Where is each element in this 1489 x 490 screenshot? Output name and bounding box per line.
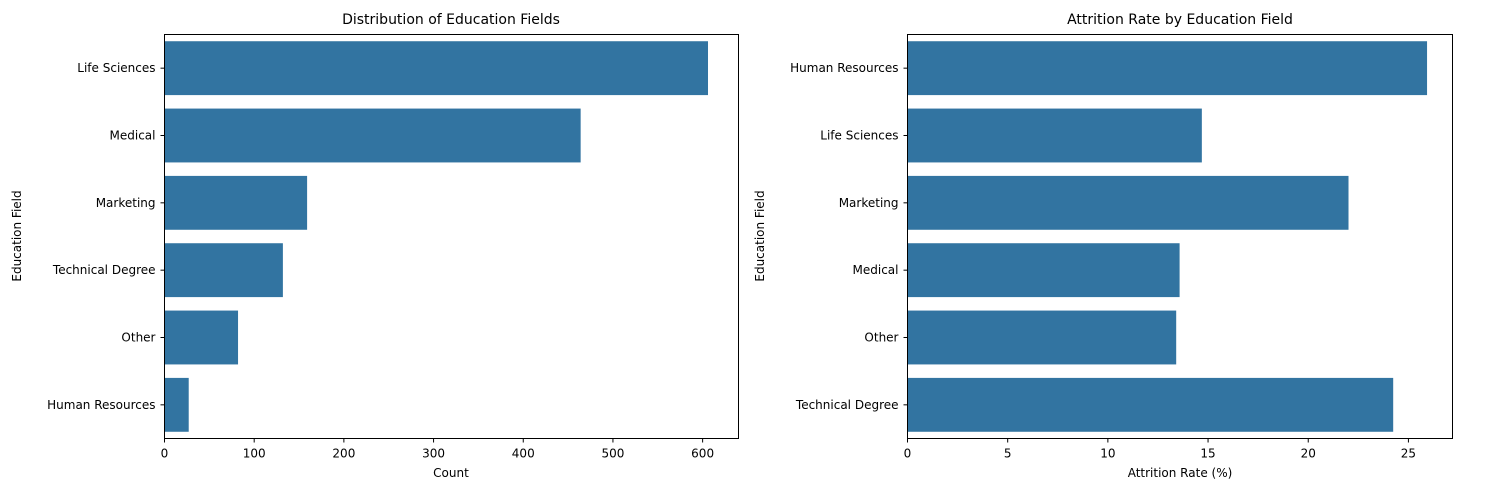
bar-medical (907, 243, 1180, 298)
y-axis-label: Education Field (10, 190, 24, 281)
bar-marketing (164, 175, 308, 230)
y-tick-label-medical: Medical (110, 129, 156, 143)
bar-human-resources (907, 41, 1428, 96)
x-tick-labels: 0 5 10 15 20 25 (904, 438, 1416, 461)
bar-human-resources (164, 377, 189, 432)
plot-frame (907, 34, 1453, 439)
education-distribution-chart: Distribution of Education Fields Life Sc… (10, 12, 739, 480)
y-tick-label-other: Other (121, 331, 155, 345)
y-tick-label-technical-degree: Technical Degree (795, 398, 899, 412)
x-tick-label-600: 600 (691, 447, 714, 461)
y-tick-label-human-resources: Human Resources (790, 61, 898, 75)
bars-group (907, 41, 1428, 432)
y-axis-label: Education Field (753, 190, 767, 281)
x-tick-label-500: 500 (601, 447, 624, 461)
y-tick-label-marketing: Marketing (96, 196, 156, 210)
x-tick-label-100: 100 (243, 447, 266, 461)
x-tick-label-400: 400 (512, 447, 535, 461)
x-tick-label-0: 0 (161, 447, 169, 461)
x-tick-label-200: 200 (332, 447, 355, 461)
bar-other (164, 310, 239, 365)
x-tick-label-5: 5 (1004, 447, 1012, 461)
x-tick-label-25: 25 (1401, 447, 1416, 461)
y-tick-labels: Life Sciences Medical Marketing Technical D… (47, 61, 165, 412)
x-axis-label: Attrition Rate (%) (1128, 466, 1233, 480)
y-tick-label-other: Other (864, 331, 898, 345)
x-tick-labels: 0 100 200 300 400 500 600 (161, 438, 714, 461)
chart-title: Attrition Rate by Education Field (1067, 12, 1293, 28)
x-axis-label: Count (433, 466, 469, 480)
y-tick-label-medical: Medical (853, 263, 899, 277)
bar-marketing (907, 175, 1349, 230)
bar-life-sciences (164, 41, 709, 96)
x-tick-label-15: 15 (1200, 447, 1215, 461)
bars-group (164, 41, 709, 432)
y-tick-label-life-sciences: Life Sciences (77, 61, 155, 75)
y-tick-label-technical-degree: Technical Degree (52, 263, 156, 277)
x-tick-label-300: 300 (422, 447, 445, 461)
bar-other (907, 310, 1177, 365)
y-tick-labels: Human Resources Life Sciences Marketing Med… (790, 61, 908, 412)
plot-frame (164, 34, 739, 439)
y-tick-label-human-resources: Human Resources (47, 398, 155, 412)
x-tick-label-0: 0 (904, 447, 912, 461)
x-tick-label-20: 20 (1301, 447, 1316, 461)
bar-medical (164, 108, 581, 163)
y-tick-label-life-sciences: Life Sciences (820, 129, 898, 143)
bar-life-sciences (907, 108, 1202, 163)
y-tick-label-marketing: Marketing (839, 196, 899, 210)
chart-title: Distribution of Education Fields (342, 12, 560, 28)
attrition-rate-chart: Attrition Rate by Education Field Human … (753, 12, 1453, 480)
bar-technical-degree (164, 243, 283, 298)
bar-technical-degree (907, 377, 1394, 432)
x-tick-label-10: 10 (1100, 447, 1115, 461)
